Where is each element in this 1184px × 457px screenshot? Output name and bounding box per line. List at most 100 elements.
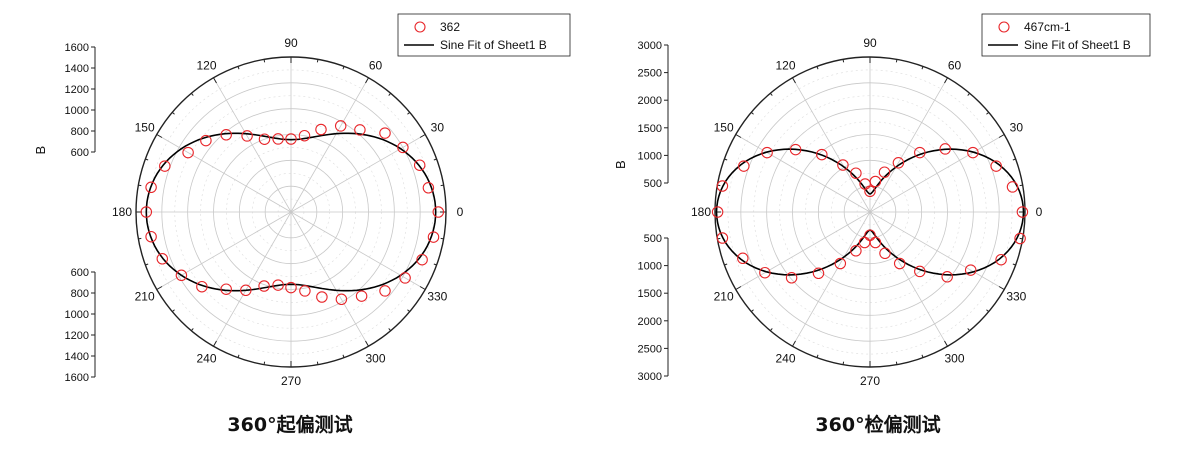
data-point bbox=[837, 159, 849, 171]
angle-label: 0 bbox=[1036, 205, 1043, 219]
angle-label: 300 bbox=[365, 351, 385, 365]
angle-tick bbox=[724, 158, 728, 161]
angle-tick bbox=[316, 59, 319, 63]
angle-tick bbox=[998, 286, 1005, 290]
angle-label: 330 bbox=[427, 290, 447, 304]
grid-spoke bbox=[735, 211, 871, 290]
data-point bbox=[200, 134, 212, 147]
data-point bbox=[334, 120, 347, 132]
data-point bbox=[737, 252, 749, 265]
data-point bbox=[1006, 181, 1019, 193]
data-point bbox=[432, 206, 445, 218]
data-point bbox=[145, 230, 157, 243]
grid-spoke bbox=[156, 134, 292, 213]
angle-label: 330 bbox=[1006, 290, 1026, 304]
angle-tick bbox=[816, 354, 819, 358]
angle-tick bbox=[138, 237, 142, 240]
angle-tick bbox=[190, 92, 194, 96]
radial-tick-label: 2000 bbox=[638, 95, 662, 107]
angle-label: 210 bbox=[714, 290, 734, 304]
data-point bbox=[850, 245, 862, 257]
data-point bbox=[299, 285, 311, 297]
grid-spoke bbox=[290, 134, 426, 213]
data-point bbox=[914, 146, 926, 159]
angle-tick bbox=[263, 361, 266, 365]
angle-tick bbox=[769, 328, 773, 332]
data-point bbox=[196, 280, 208, 293]
data-point bbox=[140, 206, 153, 218]
angle-tick bbox=[735, 134, 742, 138]
angle-tick bbox=[407, 309, 411, 313]
grid-spoke bbox=[156, 211, 292, 290]
polar-chart-2: 0 30 60 90 120 150 180 210 240 270 300 330 500 1000 15… bbox=[613, 13, 1151, 388]
angle-tick bbox=[145, 263, 149, 266]
angle-tick bbox=[440, 184, 444, 187]
angle-tick bbox=[842, 361, 845, 365]
angle-tick bbox=[365, 340, 369, 347]
radial-tick-label: 1200 bbox=[65, 84, 89, 96]
angle-tick bbox=[365, 77, 369, 84]
angle-tick bbox=[792, 77, 796, 84]
data-point bbox=[789, 143, 802, 156]
radial-tick-label: 1000 bbox=[638, 261, 662, 273]
data-point bbox=[990, 160, 1002, 172]
angle-tick bbox=[171, 309, 175, 313]
angle-tick bbox=[1012, 263, 1016, 266]
angle-tick bbox=[237, 354, 240, 358]
angle-tick bbox=[138, 184, 142, 187]
angle-label: 0 bbox=[457, 205, 464, 219]
radial-tick-label: 500 bbox=[644, 233, 662, 245]
data-point bbox=[298, 129, 311, 142]
radial-tick-label: 800 bbox=[71, 288, 89, 300]
radial-tick-label: 1500 bbox=[638, 123, 662, 135]
angle-tick bbox=[213, 77, 217, 84]
data-point bbox=[759, 266, 771, 279]
data-point bbox=[711, 206, 724, 218]
grid-spoke bbox=[735, 134, 871, 213]
angle-tick bbox=[998, 134, 1005, 138]
angle-tick bbox=[407, 111, 411, 115]
grid-spoke bbox=[869, 211, 1005, 290]
angle-tick bbox=[717, 237, 721, 240]
angle-tick bbox=[967, 328, 971, 332]
angle-tick bbox=[433, 263, 437, 266]
data-point bbox=[182, 146, 194, 159]
grid-spoke bbox=[213, 211, 292, 347]
data-point bbox=[1016, 206, 1029, 218]
data-point bbox=[399, 272, 411, 284]
angle-label: 60 bbox=[369, 59, 383, 73]
angle-tick bbox=[750, 309, 754, 313]
angle-tick bbox=[237, 66, 240, 70]
angle-tick bbox=[213, 340, 217, 347]
angle-tick bbox=[895, 361, 898, 365]
data-point bbox=[967, 146, 979, 159]
legend-entry-fit: Sine Fit of Sheet1 B bbox=[440, 38, 547, 52]
data-point bbox=[315, 123, 327, 136]
data-point bbox=[716, 180, 729, 192]
angle-label: 210 bbox=[135, 290, 155, 304]
radial-tick-label: 600 bbox=[71, 267, 89, 279]
angle-tick bbox=[895, 59, 898, 63]
angle-tick bbox=[433, 158, 437, 161]
angle-label: 240 bbox=[196, 351, 216, 365]
angle-tick bbox=[967, 92, 971, 96]
radial-axis-label: B bbox=[33, 146, 48, 155]
data-point bbox=[379, 285, 391, 297]
angle-label: 180 bbox=[112, 205, 132, 219]
legend-entry-fit: Sine Fit of Sheet1 B bbox=[1024, 38, 1131, 52]
data-point bbox=[316, 291, 328, 303]
radial-tick-label: 1600 bbox=[65, 42, 89, 54]
data-point bbox=[272, 279, 284, 291]
angle-tick bbox=[388, 92, 392, 96]
data-point bbox=[379, 127, 391, 139]
radial-tick-label: 1000 bbox=[65, 105, 89, 117]
angle-tick bbox=[986, 309, 990, 313]
angle-tick bbox=[388, 328, 392, 332]
angle-tick bbox=[263, 59, 266, 63]
angle-tick bbox=[156, 134, 163, 138]
data-point bbox=[1014, 232, 1026, 245]
angle-label: 60 bbox=[948, 59, 962, 73]
radial-tick-label: 800 bbox=[71, 126, 89, 138]
angle-label: 300 bbox=[944, 351, 964, 365]
data-point bbox=[738, 160, 750, 172]
